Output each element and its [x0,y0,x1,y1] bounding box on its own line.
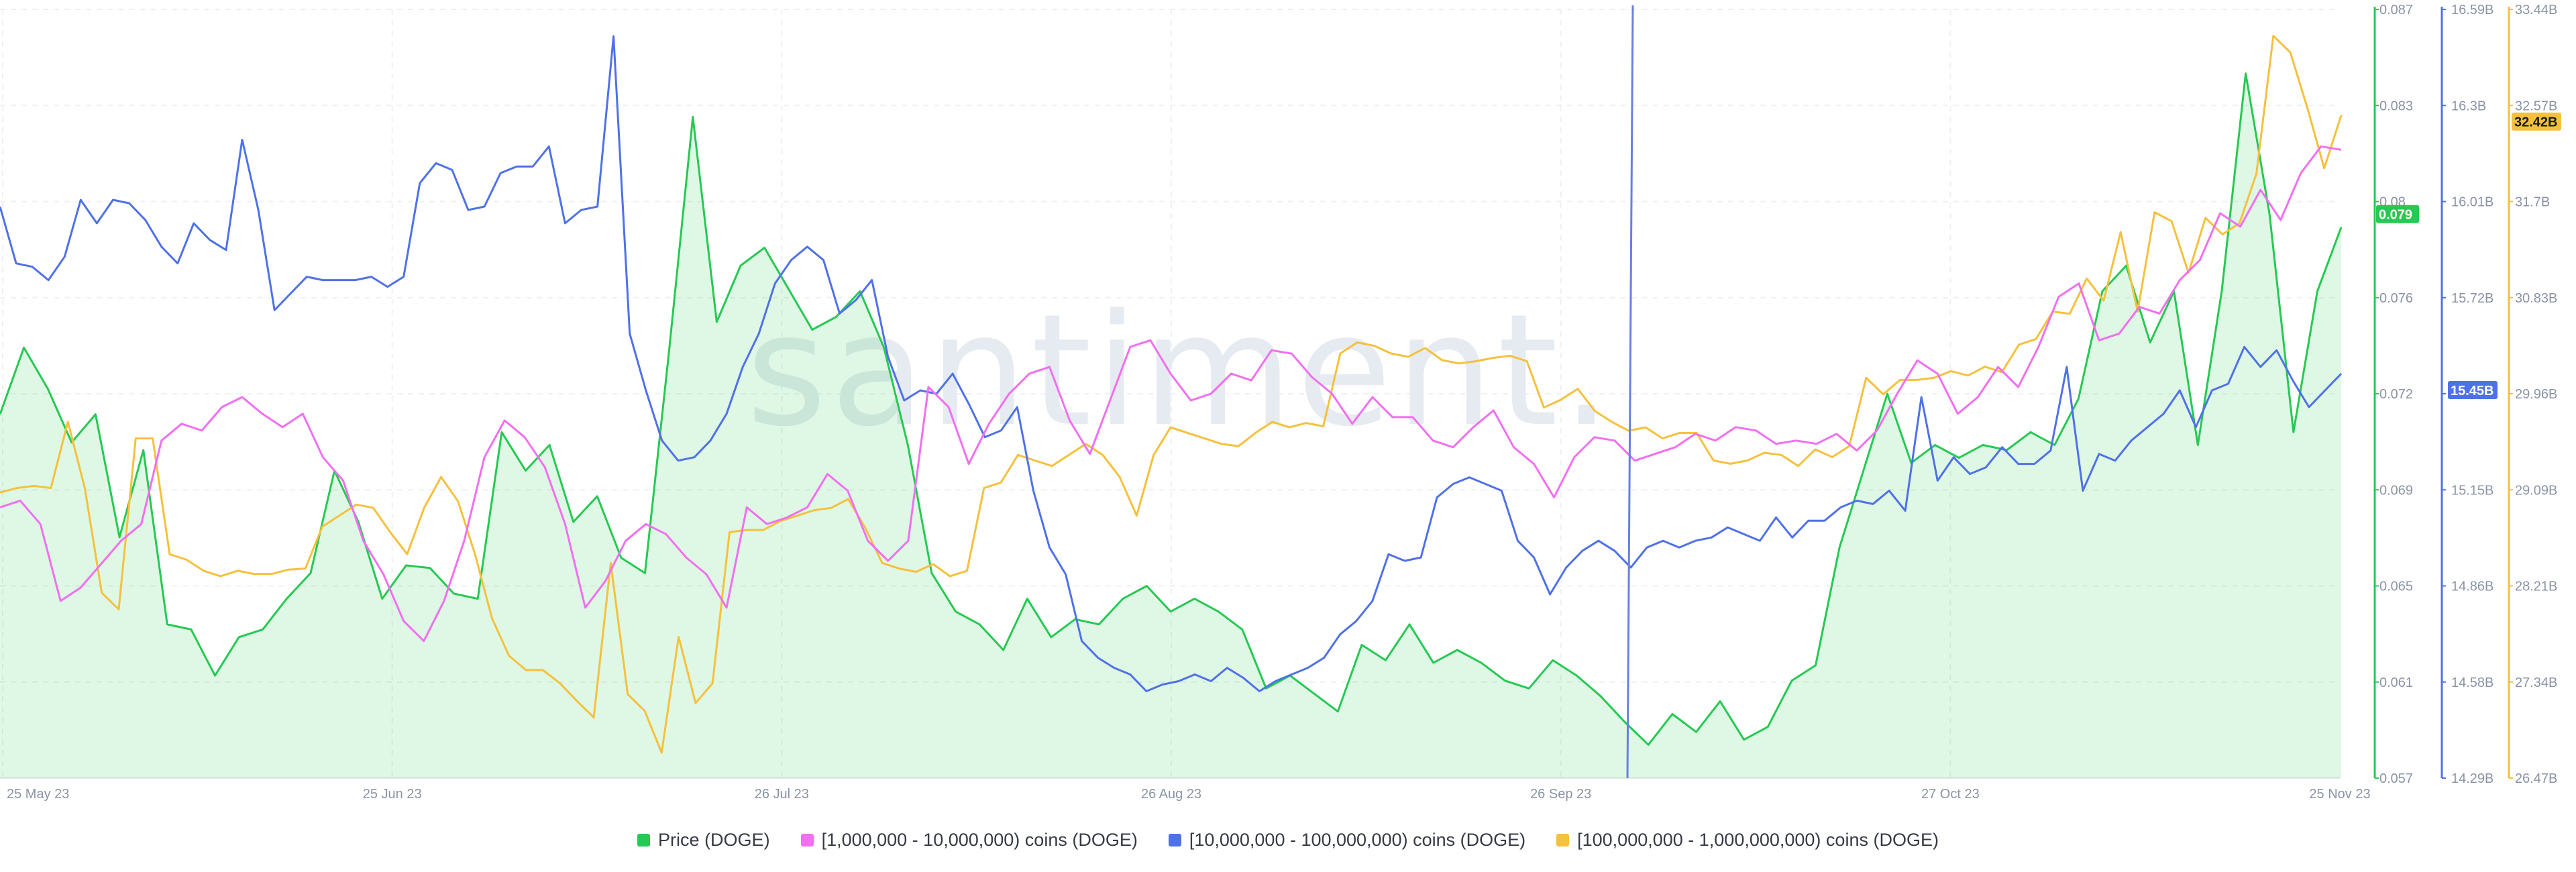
y-axis-tick-label: 14.86B [2451,580,2493,594]
value-badge-label-2: 32.42B [2514,115,2558,130]
x-axis-tick-label: 26 Sep 23 [1530,787,1591,802]
y-axis-tick-label: 0.087 [2379,3,2413,17]
series-line-1 [0,145,2342,643]
y-axis-tick-label: 28.21B [2515,580,2557,594]
value-badges: 0.079 15.45B 32.42B [2376,112,2561,400]
series-line-3 [0,35,2343,754]
y-axis-tick-label: 0.072 [2379,387,2413,402]
y-axis-tick-label: 27.34B [2515,675,2557,690]
x-axis-tick-label: 26 Jul 23 [755,787,809,802]
y-axis-tick-label: 0.065 [2379,580,2413,594]
legend-item[interactable]: [100,000,000 - 1,000,000,000) coins (DOG… [1556,830,1939,851]
y-axis-tick-label: 0.083 [2379,99,2413,113]
x-axis-tick-label: 26 Aug 23 [1141,787,1201,802]
series-layer [0,5,2343,779]
series-line-2 [0,35,2343,692]
x-axis-tick-label: 25 Nov 23 [2309,787,2370,802]
value-badge-0 [2376,205,2419,223]
legend-item[interactable]: [1,000,000 - 10,000,000) coins (DOGE) [800,829,1138,851]
y-axis-tick-label: 30.83B [2515,291,2557,306]
y-axis-tick-label: 14.29B [2451,771,2493,786]
axes: 0.0870.0830.080.0760.0720.0690.0650.0610… [2373,3,2557,786]
y-axis-tick-label: 15.72B [2451,291,2493,306]
y-axis-tick-label: 14.58B [2451,675,2493,690]
y-axis-tick-label: 31.7B [2515,195,2550,210]
y-axis-tick-label: 0.069 [2379,483,2413,498]
x-axis-tick-label: 27 Oct 23 [1921,787,1980,802]
legend-label: Price (DOGE) [658,829,770,850]
legend-item[interactable]: Price (DOGE) [637,830,770,851]
legend: Price (DOGE) [1,000,000 - 10,000,000) coi… [0,826,2576,853]
x-axis-tick-label: 25 Jun 23 [363,787,422,802]
value-badge-2 [2512,112,2561,131]
y-axis-tick-label: 29.96B [2515,387,2557,402]
legend-item[interactable]: [10,000,000 - 100,000,000) coins (DOGE) [1168,829,1526,851]
y-axis-tick-label: 29.09B [2515,483,2557,498]
y-axis-tick-label: 16.3B [2451,99,2486,113]
legend-swatch [800,833,814,847]
x-axis-tick-label: 25 May 23 [7,787,69,802]
value-badge-1 [2448,381,2498,400]
y-axis-tick-label: 33.44B [2515,3,2557,17]
value-badge-label-0: 0.079 [2379,208,2412,223]
y-axis-tick-label: 26.47B [2515,771,2557,786]
x-axis-ticks: 25 May 23 25 Jun 23 26 Jul 23 26 Aug 23 26 S… [7,787,2371,802]
y-axis-tick-label: 15.15B [2451,483,2493,498]
y-axis-tick-label: 16.01B [2451,195,2493,210]
y-axis-tick-label: 0.076 [2379,291,2413,306]
legend-swatch [1556,833,1570,847]
value-badge-label-1: 15.45B [2451,384,2494,398]
legend-label: [1,000,000 - 10,000,000) coins (DOGE) [821,829,1138,850]
spike-line [1626,5,1634,779]
y-axis-tick-label: 32.57B [2515,99,2557,113]
y-axis-tick-label: 0.057 [2379,771,2413,786]
legend-swatch [1168,833,1181,847]
legend-label: [100,000,000 - 1,000,000,000) coins (DOG… [1577,829,1939,850]
legend-swatch [637,833,651,847]
series-area-price [0,73,2341,778]
y-axis-tick-label: 0.061 [2379,675,2413,690]
legend-label: [10,000,000 - 100,000,000) coins (DOGE) [1189,829,1526,850]
y-axis-tick-label: 16.59B [2451,3,2493,17]
